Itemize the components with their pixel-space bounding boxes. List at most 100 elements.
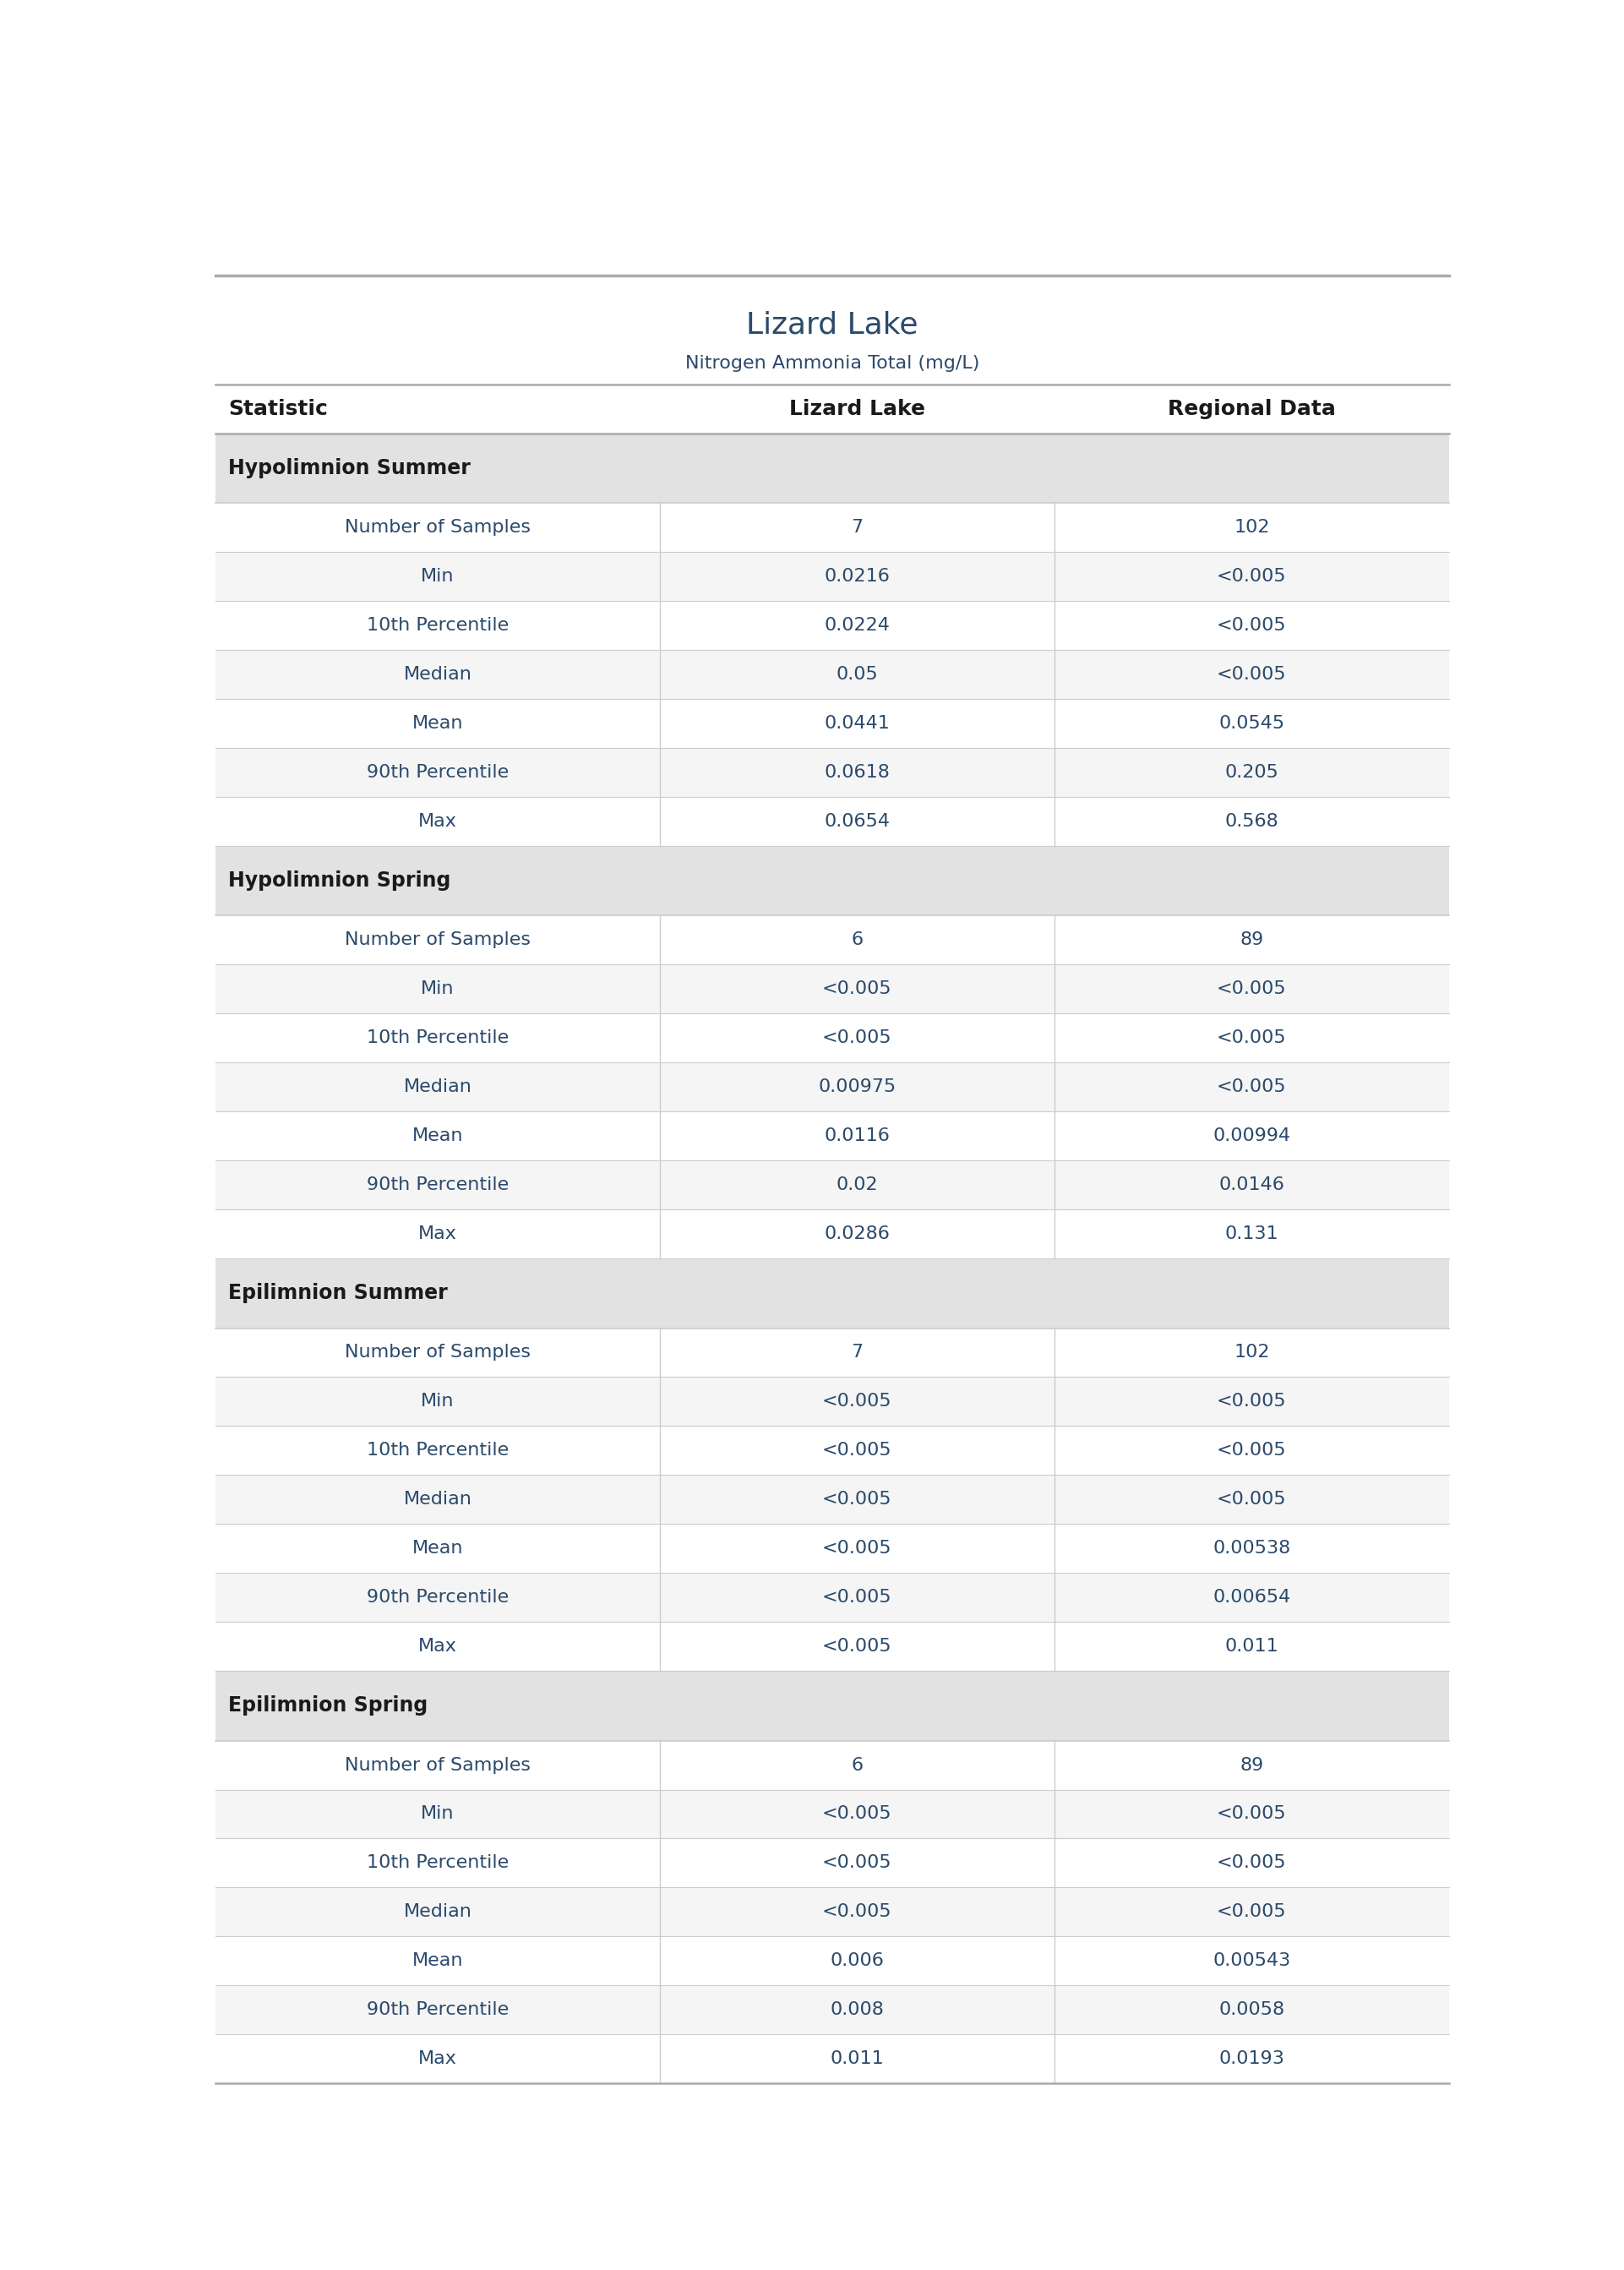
Text: Mean: Mean — [412, 715, 463, 731]
Text: 0.0224: 0.0224 — [823, 617, 890, 633]
Text: Regional Data: Regional Data — [1168, 400, 1335, 420]
Text: Median: Median — [403, 1905, 471, 1920]
Bar — [216, 504, 1449, 552]
Text: 7: 7 — [851, 1344, 862, 1362]
Text: <0.005: <0.005 — [822, 1855, 892, 1870]
Bar — [216, 1886, 1449, 1936]
Bar — [216, 602, 1449, 649]
Text: Statistic: Statistic — [227, 400, 328, 420]
Bar — [216, 2034, 1449, 2084]
Text: Min: Min — [421, 568, 455, 586]
Text: Median: Median — [403, 1078, 471, 1096]
Text: <0.005: <0.005 — [1216, 1441, 1286, 1460]
Bar — [216, 747, 1449, 797]
Text: 0.008: 0.008 — [830, 2002, 883, 2018]
Text: Mean: Mean — [412, 1539, 463, 1557]
Text: 102: 102 — [1234, 520, 1270, 536]
Text: Median: Median — [403, 1491, 471, 1507]
Bar — [216, 1112, 1449, 1160]
Text: <0.005: <0.005 — [822, 1589, 892, 1605]
Text: <0.005: <0.005 — [1216, 617, 1286, 633]
Text: Mean: Mean — [412, 1952, 463, 1970]
Bar — [216, 1160, 1449, 1210]
Bar — [216, 1936, 1449, 1986]
Text: Max: Max — [419, 1226, 456, 1242]
Text: 7: 7 — [851, 520, 862, 536]
Text: Max: Max — [419, 813, 456, 831]
Text: Hypolimnion Summer: Hypolimnion Summer — [227, 459, 471, 479]
Text: Lizard Lake: Lizard Lake — [789, 400, 926, 420]
Text: 0.0286: 0.0286 — [823, 1226, 890, 1242]
Bar — [216, 1476, 1449, 1523]
Text: 0.0618: 0.0618 — [823, 763, 890, 781]
Text: 0.0116: 0.0116 — [823, 1128, 890, 1144]
Bar — [216, 1671, 1449, 1741]
Bar — [216, 1741, 1449, 1789]
Text: 10th Percentile: 10th Percentile — [367, 1441, 508, 1460]
Text: 10th Percentile: 10th Percentile — [367, 1855, 508, 1870]
Bar — [216, 1378, 1449, 1426]
Text: <0.005: <0.005 — [822, 1805, 892, 1823]
Text: Max: Max — [419, 1637, 456, 1655]
Bar — [216, 847, 1449, 915]
Text: 0.00543: 0.00543 — [1213, 1952, 1291, 1970]
Text: 0.0193: 0.0193 — [1218, 2050, 1285, 2068]
Text: <0.005: <0.005 — [1216, 1855, 1286, 1870]
Text: <0.005: <0.005 — [1216, 1394, 1286, 1410]
Text: 0.205: 0.205 — [1224, 763, 1278, 781]
Text: <0.005: <0.005 — [822, 1441, 892, 1460]
Text: <0.005: <0.005 — [822, 1394, 892, 1410]
Text: <0.005: <0.005 — [1216, 981, 1286, 997]
Bar — [216, 384, 1449, 434]
Bar — [216, 1789, 1449, 1839]
Bar — [216, 797, 1449, 847]
Bar — [216, 965, 1449, 1012]
Text: <0.005: <0.005 — [822, 981, 892, 997]
Bar — [216, 1062, 1449, 1112]
Text: Number of Samples: Number of Samples — [344, 1344, 531, 1362]
Text: 89: 89 — [1239, 1757, 1263, 1773]
Text: <0.005: <0.005 — [1216, 1905, 1286, 1920]
Bar — [216, 1258, 1449, 1328]
Bar — [216, 434, 1449, 504]
Text: Mean: Mean — [412, 1128, 463, 1144]
Text: 0.011: 0.011 — [1224, 1637, 1278, 1655]
Text: <0.005: <0.005 — [822, 1491, 892, 1507]
Bar — [216, 915, 1449, 965]
Bar — [216, 699, 1449, 747]
Text: Hypolimnion Spring: Hypolimnion Spring — [227, 869, 451, 890]
Bar — [216, 1210, 1449, 1258]
Text: Lizard Lake: Lizard Lake — [747, 311, 918, 338]
Text: Nitrogen Ammonia Total (mg/L): Nitrogen Ammonia Total (mg/L) — [685, 354, 979, 372]
Text: 10th Percentile: 10th Percentile — [367, 1031, 508, 1046]
Text: <0.005: <0.005 — [1216, 1491, 1286, 1507]
Text: 0.0146: 0.0146 — [1218, 1176, 1285, 1194]
Text: <0.005: <0.005 — [1216, 1031, 1286, 1046]
Bar — [216, 1523, 1449, 1573]
Text: <0.005: <0.005 — [1216, 665, 1286, 683]
Text: Min: Min — [421, 1394, 455, 1410]
Text: 0.0216: 0.0216 — [823, 568, 890, 586]
Text: 0.131: 0.131 — [1224, 1226, 1278, 1242]
Text: 0.00975: 0.00975 — [818, 1078, 896, 1096]
Text: 0.00994: 0.00994 — [1213, 1128, 1291, 1144]
Bar — [216, 1573, 1449, 1621]
Bar — [216, 1426, 1449, 1476]
Bar — [216, 1986, 1449, 2034]
Bar — [216, 649, 1449, 699]
Text: 0.00654: 0.00654 — [1213, 1589, 1291, 1605]
Text: <0.005: <0.005 — [822, 1539, 892, 1557]
Text: Max: Max — [419, 2050, 456, 2068]
Text: 0.006: 0.006 — [830, 1952, 883, 1970]
Text: 6: 6 — [851, 1757, 862, 1773]
Text: <0.005: <0.005 — [822, 1637, 892, 1655]
Text: 0.0441: 0.0441 — [823, 715, 890, 731]
Text: 0.0545: 0.0545 — [1218, 715, 1285, 731]
Bar — [216, 552, 1449, 602]
Text: 102: 102 — [1234, 1344, 1270, 1362]
Text: <0.005: <0.005 — [1216, 568, 1286, 586]
Text: Epilimnion Spring: Epilimnion Spring — [227, 1696, 427, 1716]
Bar — [216, 1839, 1449, 1886]
Text: <0.005: <0.005 — [822, 1905, 892, 1920]
Text: 0.0058: 0.0058 — [1218, 2002, 1285, 2018]
